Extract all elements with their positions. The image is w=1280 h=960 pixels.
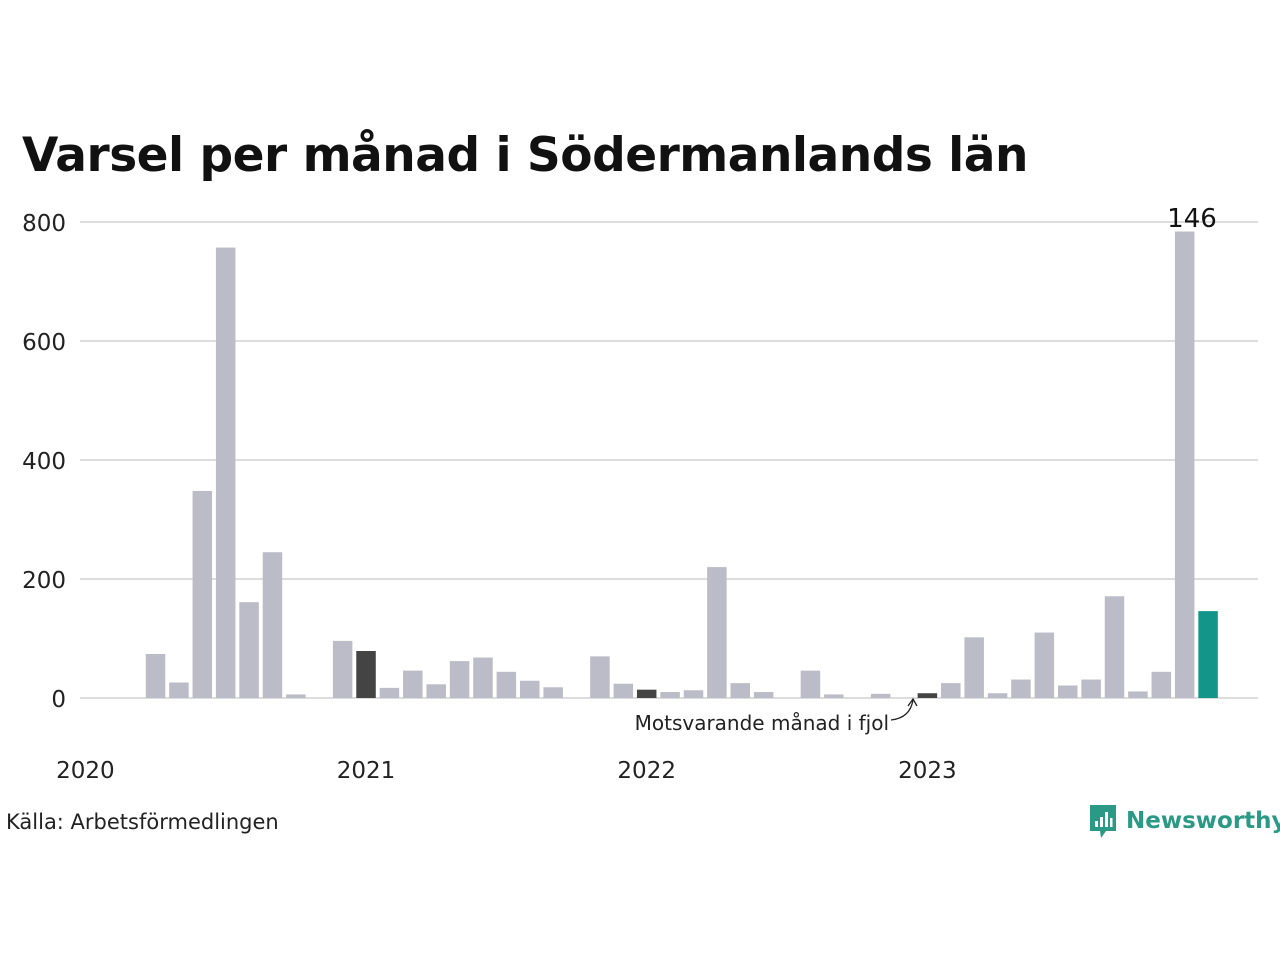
bar bbox=[332, 640, 353, 698]
y-tick-label: 400 bbox=[22, 449, 66, 475]
bar bbox=[379, 687, 400, 698]
bar bbox=[262, 552, 283, 698]
x-tick-label: 2022 bbox=[617, 758, 676, 784]
bar bbox=[473, 657, 493, 698]
bar bbox=[941, 683, 961, 698]
bar bbox=[169, 682, 189, 698]
bar bbox=[286, 694, 306, 698]
bar bbox=[870, 693, 891, 698]
x-axis-ticks: 2020 2021 2022 2023 bbox=[56, 758, 957, 784]
bar bbox=[964, 637, 984, 698]
brand-name: Newsworthy bbox=[1126, 808, 1280, 834]
source-credit: Källa: Arbetsförmedlingen bbox=[6, 810, 279, 834]
y-tick-label: 600 bbox=[22, 330, 66, 356]
bars bbox=[145, 231, 1218, 698]
x-tick-label: 2023 bbox=[898, 758, 957, 784]
bar bbox=[1174, 231, 1195, 698]
bar bbox=[239, 602, 259, 698]
x-tick-label: 2021 bbox=[337, 758, 396, 784]
bar bbox=[613, 683, 634, 698]
chart-title: Varsel per månad i Södermanlands län bbox=[22, 128, 1028, 183]
bar bbox=[753, 692, 774, 698]
bar bbox=[215, 247, 236, 698]
bar bbox=[520, 680, 540, 698]
annotation-text: Motsvarande månad i fjol bbox=[635, 711, 889, 735]
bar bbox=[496, 671, 517, 698]
bar bbox=[987, 693, 1008, 698]
bar bbox=[683, 690, 704, 698]
bar bbox=[543, 687, 563, 698]
brand-logo: Newsworthy bbox=[1088, 803, 1280, 839]
annotation: Motsvarande månad i fjol bbox=[635, 697, 918, 735]
bar bbox=[192, 490, 213, 698]
annotation-arrowhead bbox=[907, 697, 918, 707]
bar bbox=[1151, 671, 1172, 698]
bar bbox=[403, 670, 423, 698]
newsworthy-logo-icon bbox=[1090, 805, 1116, 838]
x-tick-label: 2020 bbox=[56, 758, 115, 784]
bar bbox=[730, 683, 751, 698]
bar bbox=[590, 656, 610, 698]
bar-same-month-last-year bbox=[917, 693, 938, 698]
bar bbox=[1081, 679, 1101, 698]
bar bbox=[707, 567, 727, 698]
y-tick-label: 200 bbox=[22, 568, 66, 594]
bar bbox=[1034, 632, 1055, 698]
current-value-label: 146 bbox=[1167, 204, 1217, 234]
annotation-arrow bbox=[890, 699, 914, 721]
bar bbox=[800, 670, 821, 698]
bar bbox=[145, 653, 166, 698]
bar bbox=[1057, 685, 1078, 698]
bar-same-month-last-year bbox=[356, 650, 376, 698]
bar bbox=[449, 661, 470, 698]
bar bbox=[1128, 691, 1148, 698]
bar-current-month bbox=[1198, 611, 1218, 698]
bar bbox=[1011, 679, 1031, 698]
y-tick-label: 800 bbox=[22, 211, 66, 237]
y-axis-ticks: 0 200 400 600 800 bbox=[22, 211, 66, 713]
y-tick-label: 0 bbox=[51, 687, 66, 713]
bar bbox=[824, 694, 844, 698]
bar bbox=[426, 684, 446, 698]
bar bbox=[1104, 596, 1125, 698]
bar-same-month-last-year bbox=[636, 689, 657, 698]
bar bbox=[660, 692, 680, 698]
